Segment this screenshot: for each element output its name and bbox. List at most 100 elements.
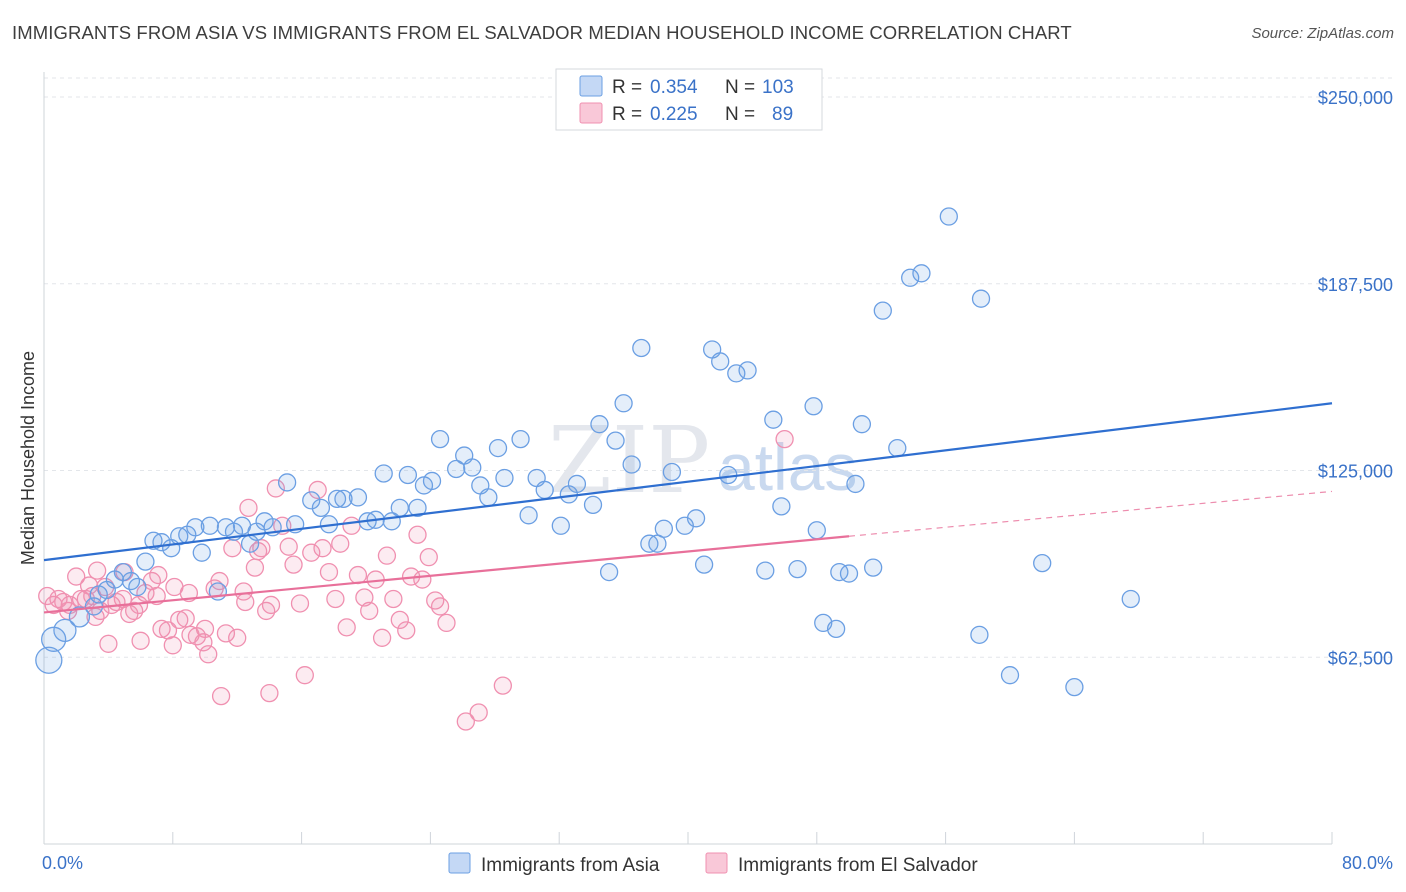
data-point-asia bbox=[807, 521, 826, 540]
data-point-asia bbox=[632, 338, 651, 358]
data-point-elsalvador bbox=[211, 686, 231, 706]
legend-bottom-label-elsalvador: Immigrants from El Salvador bbox=[738, 855, 978, 876]
x-tick-label-start: 0.0% bbox=[42, 853, 83, 873]
data-point-asia bbox=[686, 509, 706, 528]
data-point-asia bbox=[711, 352, 730, 371]
data-point-elsalvador bbox=[257, 601, 276, 621]
data-point-asia bbox=[873, 301, 892, 320]
data-point-asia bbox=[186, 518, 205, 537]
data-point-elsalvador bbox=[295, 666, 314, 685]
data-point-asia bbox=[839, 564, 859, 583]
data-point-elsalvador bbox=[236, 592, 255, 612]
data-point-asia bbox=[852, 415, 872, 434]
data-point-elsalvador bbox=[284, 555, 303, 574]
y-tick-label: $62,500 bbox=[1328, 648, 1393, 668]
data-point-asia bbox=[599, 562, 619, 582]
data-point-asia bbox=[327, 489, 347, 509]
data-point-elsalvador bbox=[469, 703, 488, 722]
data-point-asia bbox=[128, 577, 147, 597]
data-point-elsalvador bbox=[260, 683, 279, 703]
legend-r-value-asia: 0.354 bbox=[650, 77, 698, 98]
data-point-elsalvador bbox=[279, 537, 298, 556]
legend-n-label-elsalvador: N = bbox=[725, 104, 755, 125]
data-point-elsalvador bbox=[437, 613, 456, 633]
data-point-elsalvador bbox=[348, 565, 368, 585]
data-point-elsalvador bbox=[176, 609, 195, 628]
data-point-asia bbox=[408, 498, 427, 518]
data-point-asia bbox=[864, 558, 883, 577]
data-point-asia bbox=[311, 498, 331, 518]
data-point-elsalvador bbox=[149, 565, 168, 585]
data-point-elsalvador bbox=[38, 586, 57, 606]
y-tick-label: $187,500 bbox=[1318, 275, 1393, 295]
data-point-elsalvador bbox=[261, 595, 281, 615]
data-point-asia bbox=[302, 491, 321, 510]
data-point-elsalvador bbox=[152, 619, 171, 639]
y-axis-tick-labels: $62,500 $125,000 $187,500 $250,000 bbox=[1318, 88, 1393, 668]
legend-r-value-elsalvador: 0.225 bbox=[650, 104, 698, 125]
legend-swatch-asia bbox=[579, 75, 603, 97]
data-point-asia bbox=[447, 459, 466, 479]
data-point-asia bbox=[1000, 666, 1020, 685]
legend-n-value-asia: 103 bbox=[762, 77, 794, 98]
data-point-asia bbox=[654, 519, 673, 538]
data-point-asia bbox=[136, 552, 155, 571]
series-elsalvador-points bbox=[38, 429, 794, 731]
data-point-elsalvador bbox=[302, 543, 321, 562]
data-point-asia bbox=[971, 289, 991, 308]
data-point-elsalvador bbox=[228, 628, 247, 647]
data-point-elsalvador bbox=[99, 634, 118, 653]
data-point-asia bbox=[53, 618, 77, 643]
data-point-elsalvador bbox=[163, 636, 182, 655]
data-point-elsalvador bbox=[331, 534, 350, 553]
data-point-elsalvador bbox=[125, 601, 144, 621]
data-point-asia bbox=[334, 489, 353, 509]
data-point-asia bbox=[772, 497, 791, 516]
data-point-elsalvador bbox=[96, 577, 115, 597]
data-point-elsalvador bbox=[384, 589, 403, 609]
legend-top: R = 0.354 N = 103 R = 0.225 N = 89 bbox=[555, 68, 823, 131]
data-point-elsalvador bbox=[131, 631, 150, 650]
data-point-asia bbox=[495, 468, 514, 488]
data-point-asia bbox=[1065, 677, 1084, 697]
data-point-asia bbox=[463, 458, 482, 477]
chart-title: IMMIGRANTS FROM ASIA VS IMMIGRANTS FROM … bbox=[12, 22, 1072, 43]
data-point-asia bbox=[888, 438, 907, 458]
data-point-elsalvador bbox=[337, 618, 356, 637]
data-point-elsalvador bbox=[147, 586, 166, 606]
data-point-asia bbox=[939, 207, 958, 226]
legend-r-label-elsalvador: R = bbox=[612, 104, 642, 125]
data-point-elsalvador bbox=[223, 539, 242, 558]
data-point-asia bbox=[738, 361, 757, 380]
data-point-asia bbox=[192, 543, 211, 562]
data-point-asia bbox=[519, 506, 538, 525]
data-point-elsalvador bbox=[67, 567, 86, 586]
data-point-elsalvador bbox=[290, 594, 310, 613]
data-point-asia bbox=[567, 474, 587, 494]
y-axis-label: Median Household Income bbox=[18, 351, 38, 565]
data-point-elsalvador bbox=[408, 525, 427, 544]
data-point-asia bbox=[756, 561, 775, 580]
data-point-elsalvador bbox=[372, 628, 392, 647]
data-point-elsalvador bbox=[419, 548, 438, 567]
data-point-elsalvador bbox=[326, 589, 345, 609]
data-point-elsalvador bbox=[87, 561, 107, 580]
data-point-elsalvador bbox=[360, 601, 379, 621]
data-point-asia bbox=[1121, 589, 1140, 609]
data-point-asia bbox=[430, 429, 450, 449]
data-point-elsalvador bbox=[342, 516, 361, 535]
trend-lines bbox=[43, 402, 1333, 614]
data-point-asia bbox=[662, 462, 682, 482]
data-point-elsalvador bbox=[390, 610, 409, 630]
trend-line-asia bbox=[43, 402, 1333, 562]
data-point-asia bbox=[970, 625, 989, 644]
data-point-asia bbox=[488, 438, 508, 458]
data-point-asia bbox=[390, 498, 409, 518]
data-point-elsalvador bbox=[170, 610, 189, 630]
data-point-asia bbox=[606, 431, 625, 450]
data-point-elsalvador bbox=[775, 429, 794, 449]
data-point-elsalvador bbox=[266, 479, 285, 498]
data-point-elsalvador bbox=[313, 539, 332, 558]
data-point-asia bbox=[846, 474, 865, 494]
data-point-asia bbox=[348, 488, 368, 507]
